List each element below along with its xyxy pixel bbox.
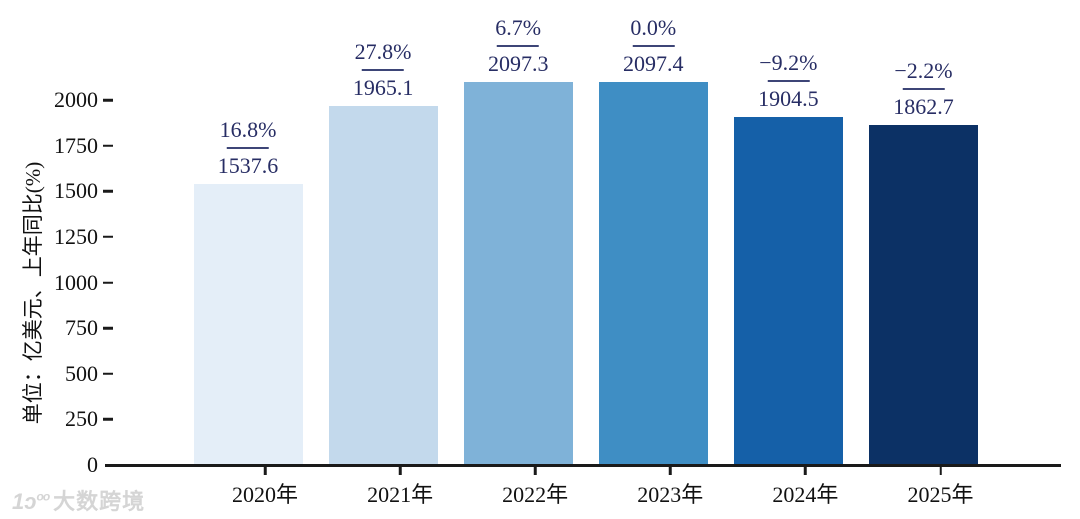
bar-value-label: 2097.3 (487, 50, 549, 76)
y-tick-mark (103, 144, 113, 147)
y-tick-mark (103, 281, 113, 284)
x-tick-label: 2025年 (907, 482, 974, 507)
annotation-divider-line (227, 147, 269, 149)
bar-annotation: 27.8% 1965.1 (353, 40, 414, 100)
y-tick-mark (103, 98, 113, 102)
annotation-divider-line (902, 88, 945, 90)
x-tick-label: 2023年 (637, 482, 704, 507)
x-tick-mark (533, 466, 537, 475)
yoy-percent-label: 0.0% (630, 15, 677, 41)
y-tick-label: 0 (87, 452, 98, 477)
bar-value-label: 1537.6 (217, 152, 279, 178)
bar-annotation: 0.0% 2097.4 (623, 16, 684, 76)
yoy-percent-label: 16.8% (219, 117, 277, 143)
annotation-divider-line (632, 45, 675, 47)
yoy-percent-label: −9.2% (759, 50, 818, 76)
x-tick-label: 2024年 (772, 482, 839, 507)
x-axis-line (105, 463, 1061, 467)
x-tick-mark (669, 466, 672, 475)
x-tick-mark (804, 466, 807, 475)
bar-2020年 (193, 184, 303, 465)
y-tick-mark (103, 326, 113, 330)
watermark: 1ɔoo 大数跨境 (12, 484, 145, 516)
bar-2022年 (463, 82, 573, 465)
y-tick-mark (103, 372, 113, 375)
annotation-divider-line (497, 45, 540, 47)
bar-2023年 (598, 82, 708, 465)
y-tick-mark (103, 418, 113, 421)
bar-value-label: 1965.1 (352, 74, 414, 100)
bar-annotation: −9.2% 1904.5 (758, 51, 819, 111)
yoy-percent-label: 6.7% (495, 15, 542, 41)
watermark-text: 大数跨境 (53, 489, 146, 514)
x-tick-label: 2020年 (231, 482, 299, 507)
bar-2024年 (733, 117, 843, 465)
y-tick-label: 250 (65, 406, 98, 432)
annotation-divider-line (767, 80, 810, 82)
bar-value-label: 2097.4 (623, 50, 684, 76)
annotation-divider-line (362, 69, 405, 71)
bar-2021年 (328, 106, 438, 465)
bar-annotation: 16.8% 1537.6 (218, 118, 279, 178)
x-tick-mark (939, 466, 942, 475)
y-tick-mark (103, 235, 113, 239)
bar-value-label: 1904.5 (758, 85, 819, 111)
y-tick-label: 1500 (54, 178, 98, 204)
x-tick-label: 2021年 (367, 482, 434, 507)
y-tick-label: 1750 (54, 132, 98, 158)
bar-2025年 (869, 125, 978, 465)
yoy-percent-label: 27.8% (354, 39, 412, 65)
x-tick-label: 2022年 (502, 482, 569, 507)
x-tick-mark (398, 466, 402, 475)
y-tick-label: 500 (65, 360, 98, 386)
bar-annotation: 6.7% 2097.3 (488, 16, 549, 76)
x-tick-mark (263, 466, 267, 475)
y-tick-label: 2000 (54, 87, 98, 112)
y-tick-label: 1250 (54, 223, 98, 249)
bar-value-label: 1862.7 (893, 93, 954, 119)
y-tick-mark (103, 190, 113, 193)
y-tick-label: 1000 (54, 269, 98, 295)
bar-annotation: −2.2% 1862.7 (893, 59, 954, 119)
watermark-logo-icon: 1ɔoo (12, 489, 50, 514)
yoy-percent-label: −2.2% (894, 58, 953, 84)
y-tick-label: 750 (65, 315, 98, 341)
